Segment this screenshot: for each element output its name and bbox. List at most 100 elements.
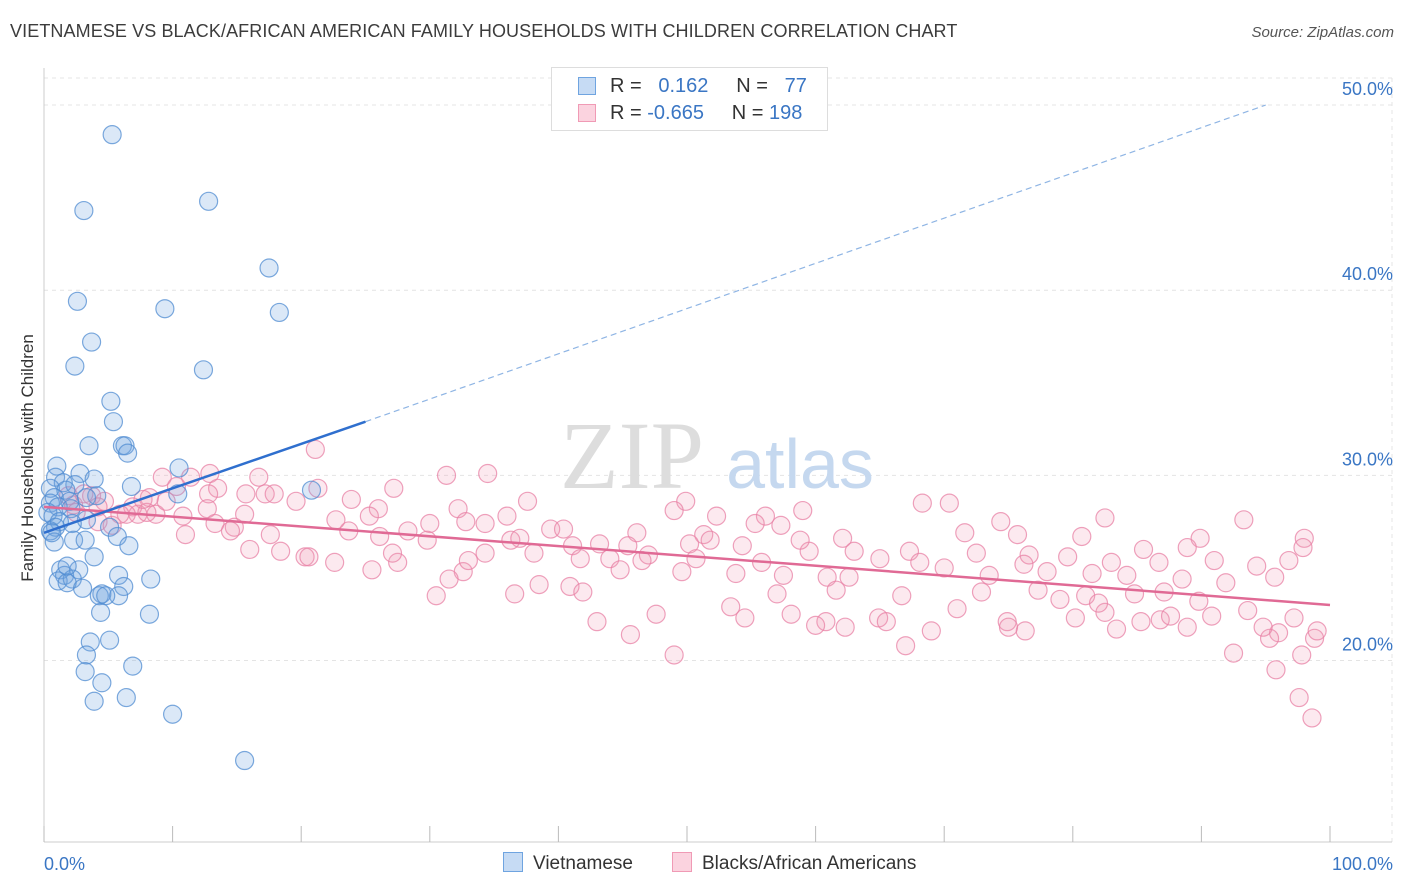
y-axis-label: Family Households with Children [18, 334, 37, 582]
data-point-black [1088, 593, 1109, 613]
data-point-black [505, 584, 525, 604]
data-point-black [1124, 584, 1145, 604]
data-point-black [1177, 617, 1197, 637]
data-point-vietnamese [199, 191, 219, 211]
legend-r-label: R = [610, 102, 642, 124]
data-point-vietnamese [115, 436, 135, 456]
legend-n-label: N = [731, 102, 764, 124]
data-point-black [664, 500, 684, 521]
data-point-vietnamese [117, 443, 138, 463]
data-point-black [420, 513, 440, 534]
data-point-vietnamese [76, 487, 97, 508]
data-point-black [370, 526, 390, 547]
data-point-black [835, 617, 855, 637]
data-point-black [833, 528, 853, 548]
data-point-black [955, 523, 975, 543]
data-point-vietnamese [114, 576, 134, 597]
data-point-vietnamese [81, 332, 102, 352]
data-point-black [388, 552, 408, 572]
data-point-black [1304, 628, 1325, 648]
data-point-black [892, 586, 912, 606]
trend-line-vietnamese-extrapolated [365, 104, 1266, 423]
data-point-black [326, 510, 346, 530]
data-point-black [426, 586, 446, 606]
bottom-legend-black: Blacks/African Americans [672, 852, 916, 875]
source-label: Source: ZipAtlas.com [1251, 24, 1394, 41]
data-point-vietnamese [116, 687, 136, 708]
chart-title: VIETNAMESE VS BLACK/AFRICAN AMERICAN FAM… [10, 21, 958, 41]
grid-lines [44, 77, 1393, 842]
data-point-vietnamese [259, 258, 279, 278]
data-point-vietnamese [121, 476, 142, 497]
data-point-black [816, 612, 836, 632]
legend-n-value-vietnamese: 77 [784, 75, 807, 97]
data-point-black [1259, 628, 1280, 648]
trend-line-black [43, 505, 1331, 607]
data-point-vietnamese [139, 604, 160, 624]
series-black-points [58, 439, 1327, 728]
data-point-vietnamese [79, 436, 99, 456]
data-point-black [1058, 547, 1078, 567]
data-point-black [1028, 580, 1048, 600]
data-point-vietnamese [269, 302, 289, 323]
data-point-black [1307, 621, 1327, 641]
data-point-vietnamese [70, 463, 90, 484]
legend-n-value-black: 198 [769, 102, 803, 124]
data-point-black [664, 645, 684, 665]
axes [43, 68, 1392, 843]
data-point-vietnamese [72, 578, 93, 598]
data-point-black [325, 552, 345, 572]
data-point-black [236, 484, 256, 504]
data-point-black [1302, 708, 1322, 728]
data-point-black [1149, 552, 1169, 572]
data-point-vietnamese [84, 547, 104, 567]
data-point-vietnamese [90, 602, 111, 622]
data-point-black [971, 582, 992, 602]
bottom-legend-label-black: Blacks/African Americans [702, 853, 917, 874]
y-tick-label: 40.0% [1342, 264, 1393, 284]
data-point-vietnamese [141, 569, 161, 589]
data-point-black [199, 484, 219, 504]
data-point-black [517, 491, 538, 511]
data-point-black [934, 558, 954, 578]
data-point-black [632, 550, 652, 571]
data-point-vietnamese [155, 299, 175, 319]
data-point-black [264, 484, 284, 504]
data-point-black [686, 549, 706, 569]
data-point-vietnamese [74, 200, 94, 221]
data-point-black [436, 465, 457, 485]
data-point-black [305, 439, 325, 460]
data-point-black [299, 547, 319, 567]
data-point-black [844, 541, 864, 561]
data-point-vietnamese [96, 586, 116, 606]
data-point-black [805, 615, 826, 635]
data-point-vietnamese [69, 560, 89, 580]
data-point-black [896, 636, 916, 656]
data-point-black [939, 493, 959, 513]
data-point-black [947, 599, 967, 619]
data-point-black [384, 478, 404, 498]
data-point-black [966, 543, 986, 563]
data-point-vietnamese [57, 556, 77, 576]
legend-r-value-black: -0.665 [647, 102, 704, 124]
data-point-black [1037, 562, 1057, 582]
data-point-black [1253, 617, 1273, 637]
data-point-black [475, 543, 495, 563]
bottom-legend-swatch-black [672, 852, 692, 872]
data-point-vietnamese [169, 458, 189, 478]
data-point-vietnamese [99, 630, 120, 650]
data-point-black [249, 467, 269, 487]
legend-r-label: R = [610, 75, 642, 97]
x-tick-label: 0.0% [44, 854, 85, 874]
data-point-black [362, 560, 382, 580]
data-point-black [610, 560, 630, 580]
data-point-black [979, 565, 999, 585]
data-point-vietnamese [75, 662, 95, 682]
data-point-vietnamese [92, 673, 112, 693]
legend-r-value-vietnamese: 0.162 [658, 75, 709, 97]
data-point-black [1292, 645, 1312, 665]
data-point-black [1095, 508, 1115, 528]
data-point-black [1247, 556, 1267, 576]
data-point-black [876, 612, 896, 632]
